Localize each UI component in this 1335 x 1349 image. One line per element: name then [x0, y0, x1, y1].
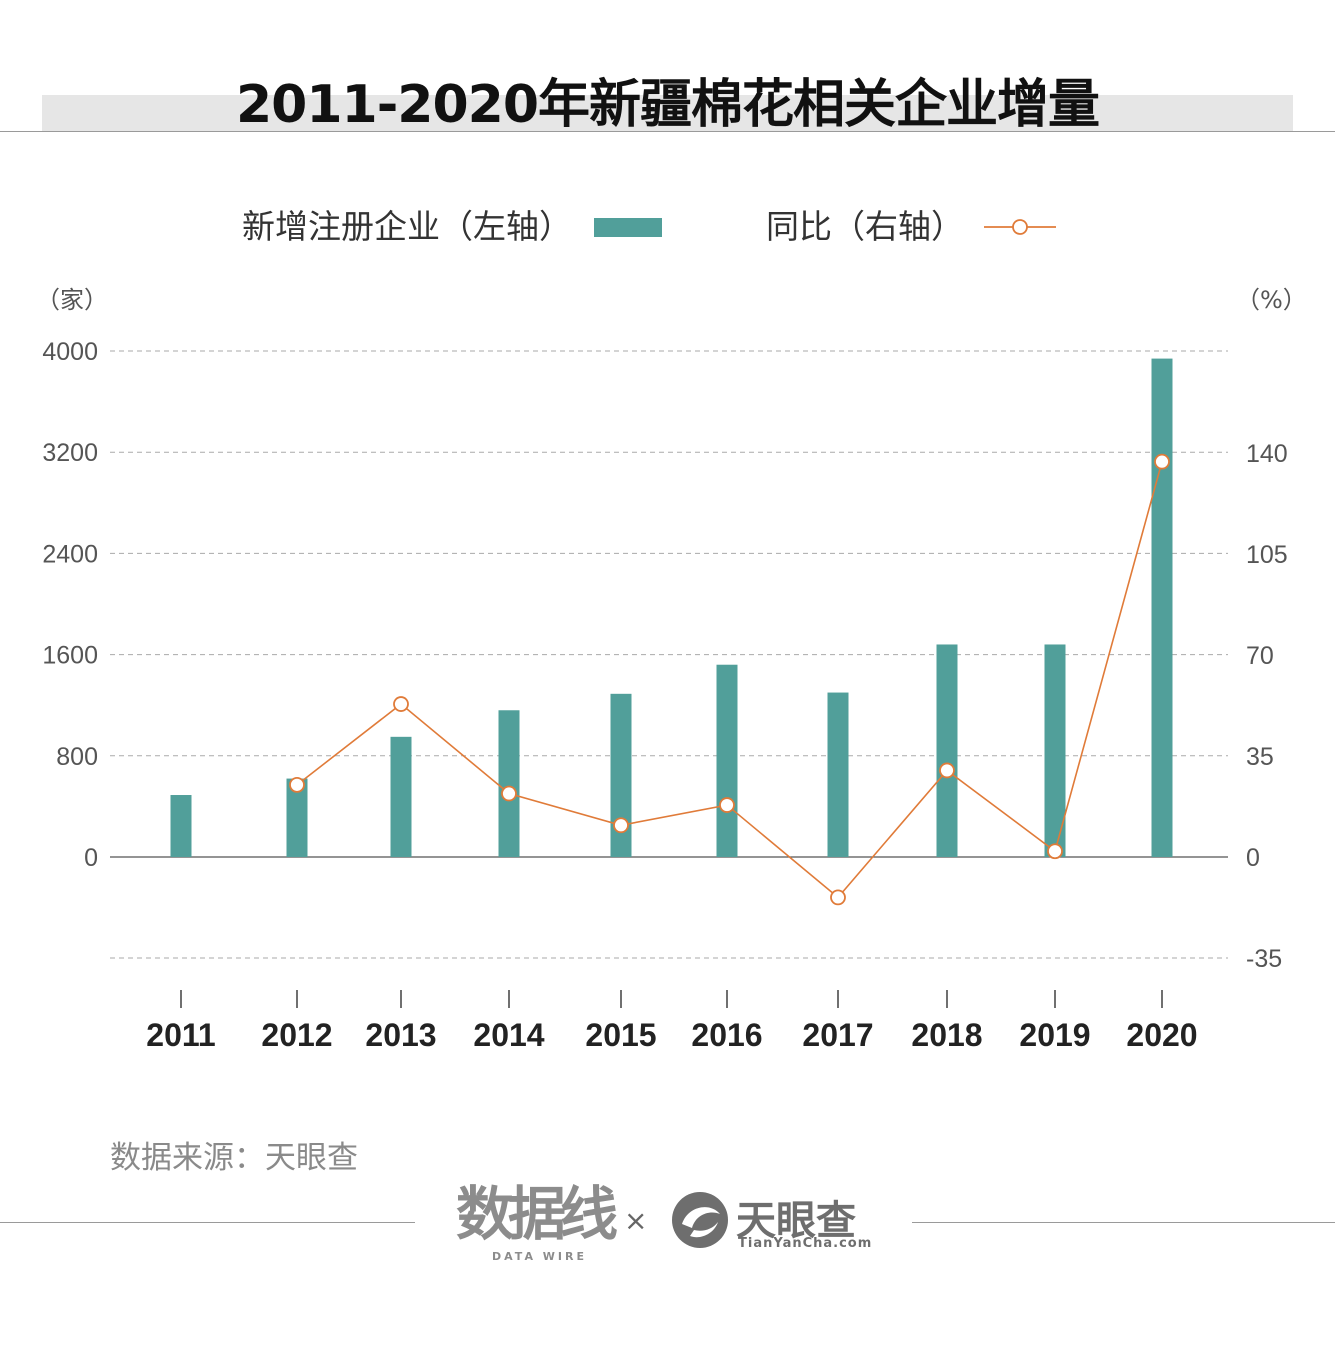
legend-swatch-bars: [594, 218, 662, 237]
x-axis-tick-label: 2020: [1126, 1017, 1197, 1053]
left-axis-tick-label: 1600: [42, 642, 98, 670]
yoy-point: [1154, 453, 1170, 470]
yoy-point: [393, 696, 409, 712]
left-axis-tick-label: 0: [84, 844, 98, 872]
yoy-point: [501, 785, 517, 802]
bar: [170, 795, 192, 857]
x-axis-tick-label: 2015: [585, 1017, 656, 1053]
bar: [1151, 358, 1173, 857]
datawire-subtitle: DATA WIRE: [492, 1250, 587, 1263]
yoy-point: [719, 797, 735, 813]
yoy-point: [830, 889, 846, 906]
yoy-point: [613, 817, 629, 834]
right-axis-tick-label: -35: [1246, 945, 1282, 973]
footer-rule-right: [912, 1222, 1335, 1223]
brand-separator: ×: [624, 1204, 648, 1237]
legend-label-bars: 新增注册企业（左轴）: [242, 207, 572, 246]
right-axis-tick-label: 105: [1246, 541, 1288, 569]
legend-label-line: 同比（右轴）: [766, 207, 964, 246]
yoy-point: [939, 762, 955, 779]
legend-swatch-marker: [1012, 219, 1028, 235]
tianyancha-url: TianYanCha.com: [738, 1236, 873, 1251]
tianyancha-swirl-icon: [672, 1192, 728, 1248]
left-axis-tick-label: 4000: [42, 338, 98, 366]
x-axis-tick-label: 2012: [261, 1017, 332, 1053]
left-axis-unit: （家）: [36, 286, 108, 314]
bar: [390, 736, 412, 857]
bar: [1044, 644, 1066, 857]
title-rule: [0, 131, 1335, 132]
title-band: [42, 95, 1293, 131]
bar: [936, 644, 958, 857]
bar: [286, 778, 308, 857]
left-axis-tick-label: 3200: [42, 439, 98, 467]
right-axis-unit: （%）: [1236, 286, 1307, 314]
x-axis-tick-label: 2017: [802, 1017, 873, 1053]
x-axis-tick-label: 2018: [911, 1017, 982, 1053]
right-axis-tick-label: 35: [1246, 743, 1274, 771]
left-axis-tick-label: 2400: [42, 540, 98, 568]
tianyancha-name: 天眼查: [736, 1198, 856, 1244]
right-axis-tick-label: 70: [1246, 642, 1274, 670]
data-source: 数据来源：天眼查: [110, 1140, 358, 1176]
datawire-mark: 数据线: [456, 1180, 618, 1248]
left-axis-tick-label: 800: [56, 743, 98, 771]
chart-title: 2011-2020年新疆棉花相关企业增量: [235, 75, 1100, 135]
right-axis-tick-label: 140: [1246, 440, 1288, 468]
bar: [610, 693, 632, 857]
datawire-logo: 数据线 DATA WIRE: [456, 1180, 618, 1263]
bar: [716, 664, 738, 857]
bar: [827, 692, 849, 857]
yoy-point: [289, 776, 305, 793]
right-axis-tick-label: 0: [1246, 844, 1260, 872]
x-axis-tick-label: 2016: [691, 1017, 762, 1053]
x-axis-tick-label: 2019: [1019, 1017, 1090, 1053]
bar: [498, 710, 520, 857]
x-axis-tick-label: 2011: [146, 1017, 215, 1053]
yoy-point: [1047, 843, 1063, 860]
x-axis-tick-label: 2014: [473, 1017, 544, 1053]
footer-rule-left: [0, 1222, 415, 1223]
x-axis-tick-label: 2013: [365, 1017, 436, 1053]
